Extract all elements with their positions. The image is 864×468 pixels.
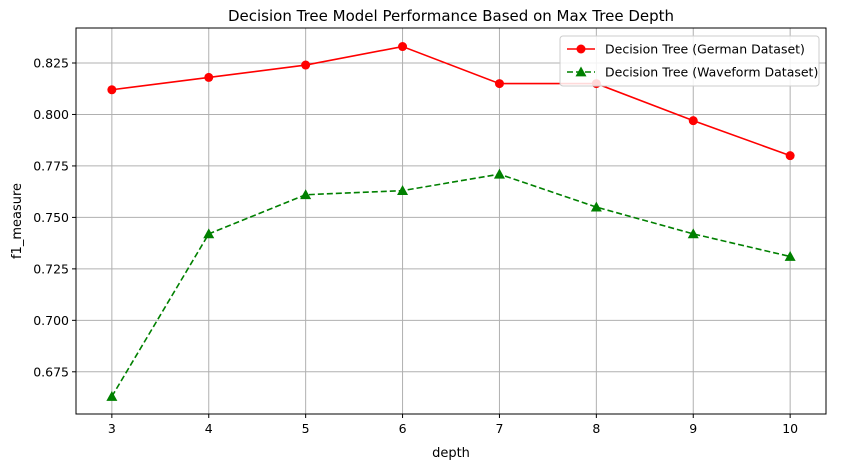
y-tick-label: 0.800 [33,107,69,122]
y-tick-label: 0.725 [33,261,69,276]
data-point [785,151,795,161]
data-point [301,60,311,70]
y-tick-label: 0.825 [33,55,69,70]
x-tick-label: 6 [399,421,407,436]
y-tick-label: 0.750 [33,210,69,225]
x-tick-label: 5 [302,421,310,436]
y-axis-label: f1_measure [10,183,25,259]
data-point [687,228,699,239]
legend-marker [575,66,587,77]
legend-marker [576,44,586,54]
legend-box [559,35,820,87]
legend-item: Decision Tree (Waveform Dataset) [567,65,818,80]
series-line [111,173,791,397]
series-2 [106,168,796,401]
data-point [493,168,505,179]
series-line [111,45,791,157]
data-point [590,201,602,212]
series-layer [106,42,796,401]
chart-title: Decision Tree Model Performance Based on… [228,7,674,25]
x-tick-label: 8 [592,421,600,436]
data-point [107,85,117,95]
data-point [494,79,504,89]
legend-item: Decision Tree (German Dataset) [567,42,805,57]
x-tick-label: 3 [108,421,116,436]
plot-frame [75,27,827,415]
x-tick-label: 4 [205,421,213,436]
y-tick-label: 0.775 [33,158,69,173]
legend-label: Decision Tree (Waveform Dataset) [605,65,818,80]
data-point [204,72,214,82]
x-tick-label: 10 [782,421,798,436]
axis-ticks: 3 4 5 6 7 8 9 10 0.675 0.700 0.725 0.750 0.775 0.800 0… [33,55,798,436]
data-point [106,391,118,401]
grid-lines [76,28,826,414]
x-tick-label: 7 [495,421,503,436]
y-tick-label: 0.675 [33,364,69,379]
data-point [300,189,312,200]
x-tick-label: 9 [689,421,697,436]
legend-label: Decision Tree (German Dataset) [605,42,805,57]
data-point [397,185,409,196]
data-point [688,116,698,126]
y-tick-label: 0.700 [33,313,69,328]
legend: Decision Tree (German Dataset) Decision T… [559,35,820,87]
x-axis-label: depth [432,446,470,461]
data-point [398,42,408,52]
data-point [784,251,796,261]
data-point [203,228,215,239]
